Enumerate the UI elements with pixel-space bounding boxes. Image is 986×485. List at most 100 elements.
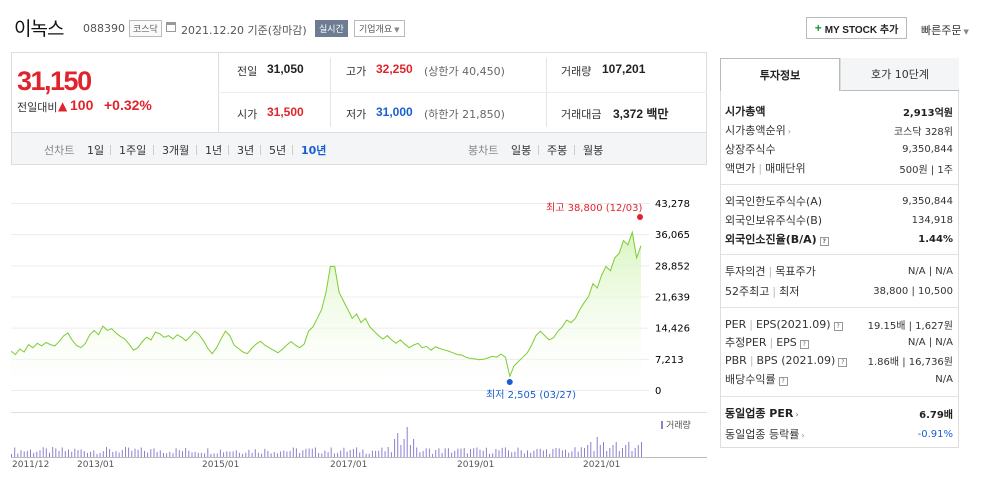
volume-bar (83, 451, 85, 457)
volume-bar (362, 449, 364, 457)
quick-order-dropdown[interactable]: 빠른주문 ▼ (921, 22, 969, 38)
volume-bar (169, 451, 171, 457)
y-tick: 28,852 (655, 261, 690, 272)
chevron-right-icon: › (787, 127, 791, 136)
volume-bar (49, 452, 50, 457)
volume-bar (137, 449, 139, 457)
volume-bar (131, 450, 133, 457)
volume-bar (447, 448, 449, 457)
help-icon[interactable]: ? (778, 377, 788, 386)
industry-change-row[interactable]: 동일업종 등락률 › -0.91% (725, 425, 953, 443)
help-icon[interactable]: ? (819, 237, 829, 246)
divider (721, 396, 958, 397)
volume-bar (17, 453, 19, 457)
volume-bar (295, 448, 297, 457)
pbr-bps-row: PBR | BPS (2021.09)? 1.86배 | 16,736원 (725, 351, 953, 369)
lower-limit: (하한가 21,850) (424, 108, 505, 121)
volume-bar (511, 452, 513, 457)
chevron-right-icon: › (795, 410, 799, 419)
volume-bar (565, 449, 566, 457)
par-unit-value: 500원 | 1주 (899, 164, 953, 176)
industry-change-label: 동일업종 등락률 (725, 428, 800, 441)
separator: | (768, 265, 773, 278)
volume-bar (68, 449, 69, 457)
target-label: 목표주가 (775, 265, 816, 278)
industry-per-row[interactable]: 동일업종 PER › 6.79배 (725, 404, 953, 422)
volume-bar (308, 448, 310, 457)
tab-daily[interactable]: 일봉 (511, 144, 532, 157)
mystock-label: MY STOCK 추가 (824, 24, 899, 36)
tab-weekly[interactable]: 주봉 (547, 144, 568, 157)
pbr-label: PBR (725, 353, 747, 367)
divider (292, 145, 293, 155)
tab-orderbook[interactable]: 호가 10단계 (840, 58, 959, 91)
add-mystock-button[interactable]: + MY STOCK 추가 (806, 17, 907, 39)
volume-bar (368, 453, 370, 457)
help-icon[interactable]: ? (833, 321, 843, 331)
volume-bar (210, 453, 212, 457)
volume-bar (375, 450, 377, 457)
tab-5y[interactable]: 5년 (269, 144, 287, 157)
volume-bar (245, 452, 247, 457)
volume-bar (549, 453, 551, 457)
volume-bar (61, 447, 63, 457)
market-cap-value: 2,913억원 (902, 107, 953, 119)
separator: | (749, 317, 753, 331)
volume-bar (182, 451, 183, 457)
volume-bar (163, 453, 164, 457)
volume-bar (112, 452, 114, 457)
volume-bar (318, 453, 320, 457)
volume-bar (561, 450, 563, 457)
par-label: 액면가 (725, 162, 756, 175)
tab-1d[interactable]: 1일 (87, 144, 105, 157)
volume-bar (200, 452, 202, 457)
volume-bar (422, 451, 424, 457)
y-tick: 43,278 (655, 199, 690, 210)
calendar-icon (166, 22, 176, 32)
volume-bar (289, 450, 291, 457)
volume-bar (349, 450, 351, 457)
volume-bar (175, 448, 177, 457)
volume-bar (337, 452, 339, 457)
y-tick: 36,065 (655, 230, 690, 241)
tab-3m[interactable]: 3개월 (162, 144, 190, 157)
tab-investment-info[interactable]: 투자정보 (720, 58, 840, 91)
volume-bar (238, 452, 240, 457)
dividend-value: N/A (935, 373, 953, 385)
volume-bar (58, 450, 60, 457)
volume-bar (248, 449, 250, 457)
w52-row: 52주최고 | 최저 38,800 | 10,500 (725, 282, 953, 300)
realtime-button[interactable]: 실시간 (315, 20, 348, 37)
volume-bar (42, 447, 44, 457)
industry-change-value: -0.91% (917, 428, 953, 440)
company-overview-dropdown[interactable]: 기업개요 ▼ (354, 20, 405, 37)
volume-bar (80, 449, 82, 457)
price-change-pct: +0.32% (104, 97, 152, 113)
price-line (11, 230, 642, 378)
volume-bar (489, 453, 490, 457)
market-cap-rank-row[interactable]: 시가총액순위 › 코스닥 328위 (725, 121, 953, 139)
volume-bar (311, 448, 313, 457)
volume-bar (115, 451, 117, 457)
tab-1w[interactable]: 1주일 (119, 144, 147, 157)
par-unit-row: 액면가 | 매매단위 500원 | 1주 (725, 159, 953, 177)
tab-3y[interactable]: 3년 (237, 144, 255, 157)
help-icon[interactable]: ? (799, 340, 809, 349)
volume-bar (276, 453, 278, 457)
low-annotation: 최저 2,505 (03/27) (486, 389, 576, 401)
tab-10y[interactable]: 10년 (301, 144, 327, 157)
tab-monthly[interactable]: 월봉 (583, 144, 604, 157)
volume-bar (185, 447, 187, 457)
volume-bar (213, 453, 215, 457)
help-icon[interactable]: ? (838, 357, 848, 367)
volume-bar (11, 454, 12, 457)
w52-value: 38,800 | 10,500 (873, 285, 953, 297)
volume-bar (286, 451, 288, 457)
volume-bar (346, 451, 348, 457)
open-label: 시가 (237, 108, 258, 121)
volume-bar (229, 451, 231, 457)
volume-bar (359, 452, 361, 457)
tab-1y[interactable]: 1년 (205, 144, 223, 157)
foreign-limit-row: 외국인한도주식수(A) 9,350,844 (725, 192, 953, 210)
volume-bar (267, 451, 269, 457)
